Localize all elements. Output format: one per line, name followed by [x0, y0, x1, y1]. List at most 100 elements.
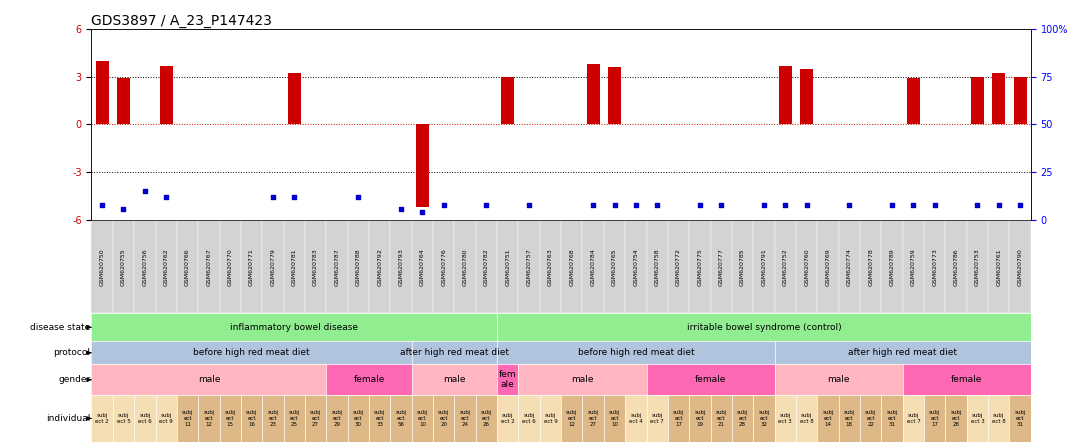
Bar [454, 220, 476, 313]
Bar [690, 220, 710, 313]
Text: subj
ect
18: subj ect 18 [844, 410, 855, 427]
Text: GSM620750: GSM620750 [100, 248, 104, 285]
Text: fem
ale: fem ale [499, 370, 516, 389]
Bar [113, 220, 134, 313]
Text: GSM620780: GSM620780 [463, 248, 468, 285]
Bar [903, 395, 924, 442]
Text: subj
ect
23: subj ect 23 [267, 410, 279, 427]
Point [691, 201, 708, 208]
Bar [284, 395, 305, 442]
Text: subj
ect
12: subj ect 12 [566, 410, 578, 427]
Text: subj
ect
16: subj ect 16 [246, 410, 257, 427]
Bar [753, 395, 775, 442]
Text: GSM620778: GSM620778 [868, 248, 874, 285]
Bar [562, 220, 582, 313]
Bar [775, 365, 903, 395]
Bar [903, 365, 1031, 395]
Bar [198, 220, 220, 313]
Text: GSM620787: GSM620787 [335, 248, 339, 285]
Bar [305, 395, 326, 442]
Bar [946, 220, 966, 313]
Text: subj
ect 3: subj ect 3 [971, 413, 985, 424]
Point [840, 201, 858, 208]
Bar [241, 220, 263, 313]
Text: subj
ect
24: subj ect 24 [459, 410, 471, 427]
Text: subj
ect
21: subj ect 21 [716, 410, 727, 427]
Bar [433, 395, 454, 442]
Text: GSM620786: GSM620786 [953, 248, 959, 285]
Text: after high red meat diet: after high red meat diet [400, 348, 509, 357]
Text: subj
ect
28: subj ect 28 [950, 410, 962, 427]
Text: GSM620774: GSM620774 [847, 248, 852, 285]
Text: GSM620755: GSM620755 [121, 248, 126, 285]
Text: subj
ect
56: subj ect 56 [395, 410, 407, 427]
Text: subj
ect
29: subj ect 29 [331, 410, 342, 427]
Bar [176, 220, 198, 313]
Text: subj
ect
31: subj ect 31 [887, 410, 897, 427]
Bar [966, 395, 988, 442]
Bar [326, 365, 412, 395]
Text: subj
ect 3: subj ect 3 [778, 413, 792, 424]
Bar [497, 365, 519, 395]
Text: subj
ect
25: subj ect 25 [288, 410, 300, 427]
Bar [454, 395, 476, 442]
Text: GSM620754: GSM620754 [634, 248, 638, 285]
Text: male: male [443, 375, 466, 384]
Text: GSM620784: GSM620784 [591, 248, 596, 285]
Bar [668, 220, 690, 313]
Bar [540, 220, 562, 313]
Bar [801, 69, 813, 124]
Text: subj
ect
10: subj ect 10 [609, 410, 620, 427]
Text: GSM620763: GSM620763 [548, 248, 553, 285]
Bar [796, 395, 818, 442]
Bar [604, 395, 625, 442]
Bar [134, 395, 156, 442]
Bar [647, 220, 668, 313]
Point [137, 188, 154, 195]
Text: female: female [353, 375, 385, 384]
Bar [176, 395, 198, 442]
Text: subj
ect
10: subj ect 10 [416, 410, 428, 427]
Bar [198, 395, 220, 442]
Bar [91, 365, 326, 395]
Text: GSM620789: GSM620789 [890, 248, 894, 285]
Bar [220, 395, 241, 442]
Bar [608, 67, 621, 124]
Point [521, 201, 538, 208]
Point [115, 205, 132, 212]
Bar [326, 395, 348, 442]
Bar [348, 395, 369, 442]
Text: protocol: protocol [54, 348, 90, 357]
Text: GSM620765: GSM620765 [612, 248, 617, 285]
Bar [924, 220, 946, 313]
Text: subj
ect
22: subj ect 22 [865, 410, 876, 427]
Bar [838, 395, 860, 442]
Text: GSM620771: GSM620771 [249, 248, 254, 285]
Bar [497, 313, 1031, 341]
Text: GSM620793: GSM620793 [398, 248, 404, 285]
Text: subj
ect 2: subj ect 2 [96, 413, 109, 424]
Bar [775, 341, 1031, 365]
Point [350, 194, 367, 201]
Bar [519, 365, 647, 395]
Bar [1009, 395, 1031, 442]
Text: GSM620764: GSM620764 [420, 248, 425, 285]
Bar [907, 78, 920, 124]
Point [712, 201, 730, 208]
Text: GSM620752: GSM620752 [783, 248, 788, 285]
Bar [992, 73, 1005, 124]
Bar [625, 220, 647, 313]
Text: subj
ect
33: subj ect 33 [374, 410, 385, 427]
Bar [519, 220, 540, 313]
Bar [96, 61, 109, 124]
Text: female: female [951, 375, 982, 384]
Bar [433, 220, 454, 313]
Bar [924, 395, 946, 442]
Bar [881, 220, 903, 313]
Bar [818, 395, 838, 442]
Bar [416, 124, 428, 207]
Bar [903, 220, 924, 313]
Text: subj
ect
14: subj ect 14 [822, 410, 834, 427]
Text: GSM620759: GSM620759 [911, 248, 916, 285]
Text: subj
ect 4: subj ect 4 [629, 413, 642, 424]
